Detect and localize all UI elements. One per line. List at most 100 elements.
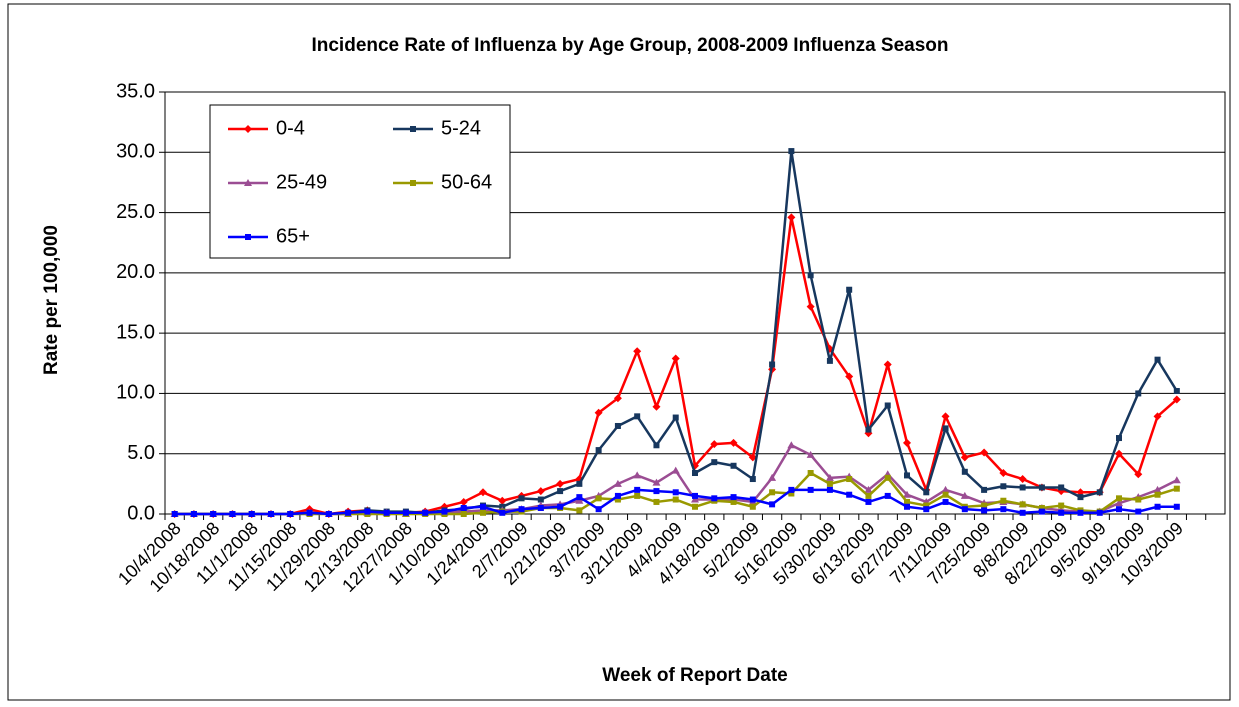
- x-axis-label: Week of Report Date: [602, 665, 787, 686]
- plot-area: [164, 91, 1226, 515]
- data-point: [845, 372, 854, 381]
- data-point: [459, 497, 468, 506]
- data-point: [652, 402, 661, 411]
- data-point: [730, 462, 737, 469]
- data-point: [595, 447, 602, 454]
- legend-marker: [244, 179, 252, 186]
- data-point: [171, 511, 178, 517]
- data-point: [672, 414, 679, 421]
- data-point: [557, 503, 564, 510]
- data-point: [748, 453, 757, 462]
- data-point: [1058, 484, 1065, 491]
- data-point: [287, 511, 294, 517]
- data-point: [711, 459, 718, 466]
- data-point: [556, 479, 565, 488]
- data-point: [1135, 496, 1142, 503]
- data-point: [1058, 509, 1065, 516]
- data-point: [904, 498, 910, 505]
- data-point: [883, 360, 892, 369]
- y-axis-label: Rate per 100,000: [41, 225, 62, 375]
- data-point: [826, 480, 833, 487]
- data-point: [788, 490, 795, 497]
- data-point: [942, 498, 949, 505]
- data-point: [941, 485, 950, 493]
- legend-marker: [244, 125, 252, 133]
- data-point: [768, 473, 777, 481]
- data-point: [325, 511, 332, 517]
- data-point: [1173, 503, 1180, 510]
- data-point: [692, 492, 698, 499]
- data-point: [634, 413, 641, 420]
- data-point: [229, 511, 236, 517]
- data-point: [1154, 491, 1161, 498]
- data-point: [383, 509, 390, 516]
- data-point: [1153, 485, 1162, 493]
- data-point: [788, 148, 795, 155]
- legend-label: 65+: [276, 225, 310, 247]
- data-point: [518, 495, 525, 502]
- data-point: [402, 509, 409, 516]
- data-point: [576, 507, 583, 514]
- data-point: [1000, 497, 1007, 504]
- data-point: [1115, 449, 1123, 458]
- data-point: [864, 485, 873, 493]
- data-point: [671, 354, 680, 363]
- data-point: [576, 494, 583, 501]
- chart-frame: [7, 3, 1231, 701]
- data-point: [769, 361, 776, 368]
- data-point: [941, 412, 950, 421]
- data-point: [460, 504, 467, 511]
- data-point: [729, 438, 738, 447]
- data-point: [1173, 485, 1180, 492]
- data-point: [268, 511, 274, 517]
- data-point: [923, 502, 930, 509]
- data-point: [422, 509, 429, 516]
- legend-label: 5-24: [441, 117, 481, 139]
- data-point: [576, 480, 583, 487]
- data-point: [1000, 483, 1007, 490]
- data-point: [345, 509, 352, 516]
- data-point: [806, 302, 815, 311]
- data-point: [749, 496, 756, 503]
- y-tick-label: 35.0: [116, 80, 155, 102]
- y-tick-label: 10.0: [116, 382, 155, 404]
- data-point: [711, 495, 718, 502]
- data-point: [498, 496, 507, 505]
- y-tick-label: 25.0: [116, 201, 155, 223]
- data-point: [807, 470, 814, 477]
- data-point: [671, 466, 680, 474]
- data-point: [460, 511, 467, 517]
- data-point: [614, 422, 621, 429]
- data-point: [1018, 475, 1027, 484]
- data-point: [210, 511, 217, 517]
- data-point: [1116, 435, 1122, 442]
- data-point: [865, 426, 872, 433]
- data-point: [595, 506, 602, 513]
- data-point: [672, 496, 679, 503]
- data-point: [981, 486, 988, 493]
- data-point: [633, 471, 642, 479]
- chart-title: Incidence Rate of Influenza by Age Group…: [311, 35, 948, 56]
- data-point: [1000, 506, 1007, 513]
- data-point: [1077, 494, 1084, 501]
- data-point: [634, 486, 641, 493]
- data-point: [1038, 484, 1045, 491]
- data-point: [903, 490, 911, 498]
- y-tick-label: 20.0: [116, 261, 155, 283]
- data-point: [1135, 508, 1142, 515]
- data-point: [1172, 395, 1181, 404]
- data-point: [961, 468, 968, 475]
- data-point: [537, 496, 544, 503]
- data-point: [575, 496, 584, 504]
- data-point: [981, 502, 988, 509]
- data-point: [1038, 504, 1045, 511]
- data-point: [692, 503, 698, 510]
- data-point: [1077, 509, 1084, 516]
- y-tick-label: 0.0: [127, 502, 155, 524]
- data-point: [594, 408, 603, 417]
- data-point: [884, 402, 891, 409]
- data-point: [846, 491, 853, 498]
- data-point: [1115, 499, 1123, 507]
- data-point: [730, 494, 737, 501]
- data-point: [595, 495, 602, 502]
